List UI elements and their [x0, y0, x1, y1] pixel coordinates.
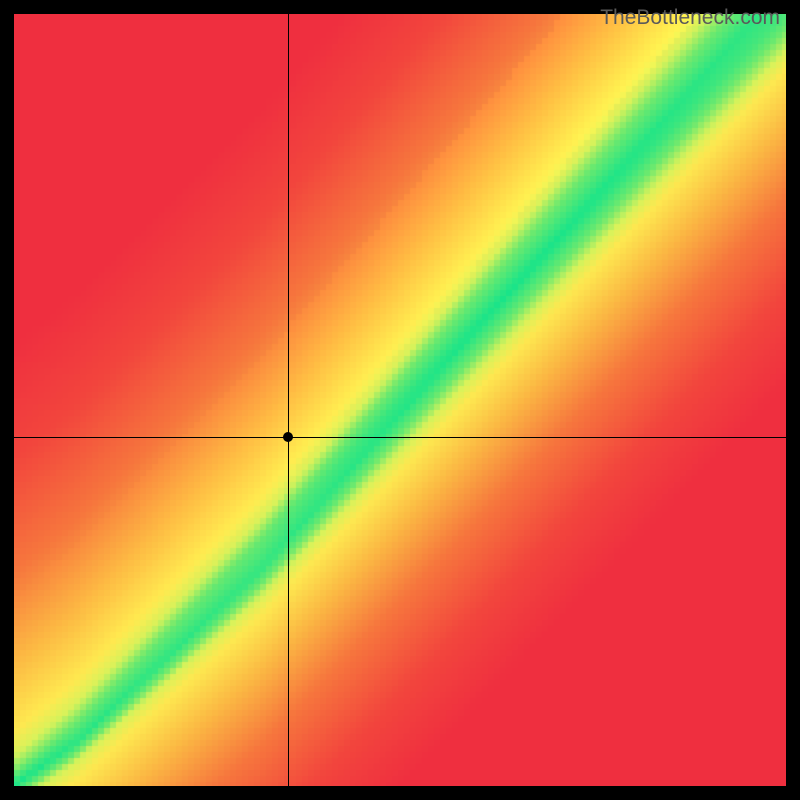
- chart-container: TheBottleneck.com: [0, 0, 800, 800]
- crosshair-vertical: [288, 14, 289, 786]
- crosshair-horizontal: [14, 437, 786, 438]
- heatmap-canvas: [14, 14, 786, 786]
- watermark-text: TheBottleneck.com: [600, 6, 780, 30]
- plot-area: [0, 0, 800, 800]
- crosshair-marker: [283, 432, 293, 442]
